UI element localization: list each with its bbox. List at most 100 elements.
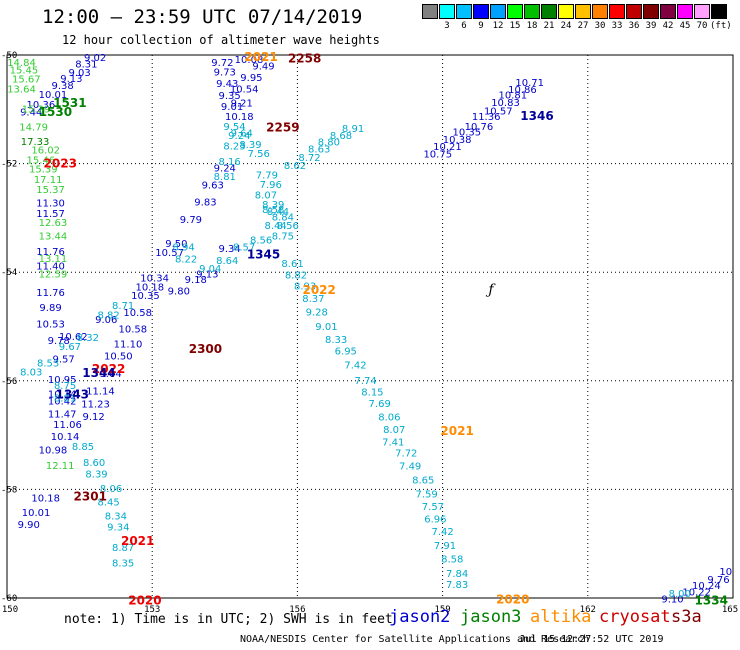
wave-height-label: 10.35	[131, 291, 160, 302]
wave-height-label: 8.75	[54, 381, 76, 392]
colorbar-tick-label: 39	[645, 21, 657, 31]
wave-height-label: 8.56	[277, 221, 299, 232]
wave-height-label: 17.33	[21, 137, 50, 148]
wave-height-label: 8.61	[281, 259, 303, 270]
y-tick-label: -54	[1, 268, 17, 278]
wave-height-label: 9.49	[252, 62, 274, 73]
wave-height-label: 10.71	[515, 78, 544, 89]
wave-height-label: 12.11	[46, 461, 75, 472]
x-tick-label: 162	[580, 605, 596, 615]
colorbar-tick-label: 42	[662, 21, 674, 31]
legend-jason3: jason3	[460, 607, 522, 627]
wave-height-label: 8.39	[262, 200, 284, 211]
wave-height-label: 7.72	[395, 448, 417, 459]
colorbar-swatch	[609, 4, 625, 19]
wave-height-label: 15.37	[36, 185, 65, 196]
wave-height-label: 8.65	[412, 475, 434, 486]
colorbar-swatch	[643, 4, 659, 19]
pass-time-label: 1344	[82, 366, 115, 380]
wave-height-label: 8.35	[112, 559, 134, 570]
pass-time-label: 2300	[189, 342, 222, 356]
wave-height-label: 9.10	[661, 594, 683, 605]
wave-height-label: 11.06	[53, 420, 82, 431]
wave-height-label: 13.64	[7, 84, 36, 95]
wave-height-label: 9.83	[194, 197, 216, 208]
x-tick-label: 165	[722, 605, 738, 615]
wave-height-label: 9.24	[214, 164, 236, 175]
colorbar-tick-label: 27	[577, 21, 589, 31]
wave-height-label: 7.42	[431, 527, 453, 538]
wave-height-label: 7.96	[260, 180, 282, 191]
wave-height-label: 12.59	[39, 270, 68, 281]
y-tick-label: -50	[1, 51, 17, 61]
wave-height-label: 10.14	[51, 432, 80, 443]
wave-height-label: 10.14	[48, 390, 77, 401]
wave-height-label: 8.34	[105, 511, 127, 522]
pass-time-label: 1343	[56, 388, 89, 402]
wave-height-label: 8.06	[378, 412, 400, 423]
colorbar-tick-label: 6	[461, 21, 467, 31]
wave-height-label: 8.45	[98, 498, 120, 509]
wave-height-label: 8.68	[330, 131, 352, 142]
pass-time-label: 2022	[302, 283, 335, 297]
colorbar-swatch	[677, 4, 693, 19]
wave-height-label: 11.76	[36, 247, 65, 258]
wave-height-label: 9.03	[68, 68, 90, 79]
wave-height-label: 10.81	[498, 90, 527, 101]
wave-height-label: 10.42	[48, 397, 77, 408]
colorbar-swatch	[422, 4, 438, 19]
pass-time-label: 2021	[244, 50, 277, 64]
wave-height-label: 10.22	[682, 587, 711, 598]
x-tick-label: 150	[2, 605, 18, 615]
colorbar-tick-label: 9	[478, 21, 484, 31]
x-tick-label: 153	[144, 605, 160, 615]
wave-height-label: 9.24	[228, 131, 250, 142]
wave-height-label: 8.33	[325, 335, 347, 346]
wave-height-label: 9.35	[219, 91, 241, 102]
wave-height-label: 11.40	[36, 261, 65, 272]
colorbar-swatch	[524, 4, 540, 19]
pass-time-label: 1334	[695, 594, 728, 608]
pass-time-label: 2020	[496, 592, 529, 606]
colorbar-tick-label: 45	[679, 21, 691, 31]
wave-height-label: 9.01	[315, 322, 337, 333]
pass-time-label: 2022	[92, 362, 125, 376]
y-tick-label: -60	[1, 594, 17, 604]
wave-height-label: 15.45	[10, 65, 39, 76]
colorbar-tick-label: 30	[594, 21, 606, 31]
wave-height-label: 11.10	[114, 340, 143, 351]
wave-height-label: 11.30	[36, 198, 65, 209]
colorbar-swatch	[541, 4, 557, 19]
wave-height-label: 9.02	[84, 53, 106, 64]
colorbar-swatch	[660, 4, 676, 19]
wave-height-label: 10.62	[59, 332, 88, 343]
wave-height-label: 7.69	[369, 399, 391, 410]
wind-glyph-icon: ƒ	[485, 282, 496, 298]
wave-height-label: 8.80	[318, 138, 340, 149]
wave-height-label: 8.75	[272, 232, 294, 243]
wave-height-label: 9.90	[18, 520, 40, 531]
wave-height-label: 8.58	[441, 555, 463, 566]
wave-height-label: 10.58	[123, 308, 152, 319]
colorbar-swatch	[694, 4, 710, 19]
wave-height-label: 7.49	[399, 461, 421, 472]
wave-height-label: 11.76	[36, 288, 65, 299]
wave-height-label: 10	[719, 567, 732, 578]
legend-s3a: s3a	[671, 607, 702, 627]
wave-height-label: 17.11	[34, 175, 63, 186]
wave-height-label: 8.23	[223, 141, 245, 152]
wave-height-label: 10.83	[491, 98, 520, 109]
wave-height-label: 8.15	[361, 387, 383, 398]
wave-height-label: 8.93	[294, 282, 316, 293]
wave-height-label: 8.87	[112, 543, 134, 554]
wave-height-label: 8.39	[85, 469, 107, 480]
wave-height-label: 9.43	[216, 79, 238, 90]
wave-height-label: 9.64	[231, 128, 253, 139]
wave-height-label: 10.01	[39, 90, 68, 101]
wave-height-label: 8.72	[298, 153, 320, 164]
wave-height-label: 10.95	[48, 375, 77, 386]
colorbar-tick-label: 15	[509, 21, 521, 31]
wave-height-label: 9.13	[60, 74, 82, 85]
wave-height-label: 9.76	[707, 575, 729, 586]
